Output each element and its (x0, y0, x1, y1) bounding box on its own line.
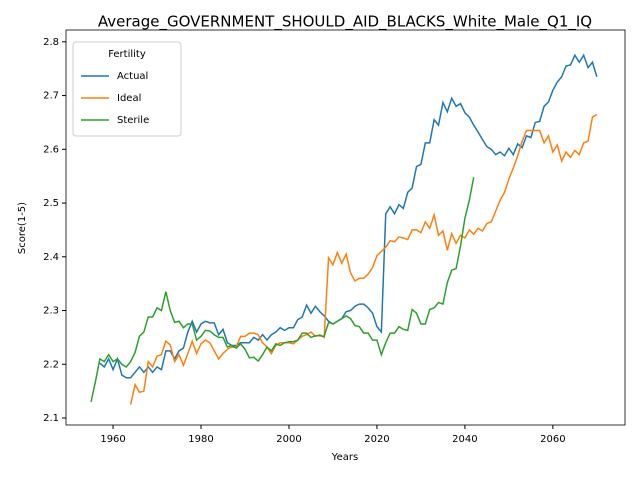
y-tick-label: 2.3 (43, 306, 59, 317)
y-tick-label: 2.5 (43, 198, 59, 209)
legend-title: Fertility (108, 49, 146, 60)
plot-frame (65, 29, 626, 426)
x-tick-label: 2020 (364, 434, 389, 445)
x-tick-label: 1960 (100, 434, 125, 445)
x-tick-label: 2040 (452, 434, 477, 445)
series-line (129, 113, 598, 405)
legend-label: Actual (117, 71, 148, 82)
legend-box (72, 41, 182, 137)
y-tick-label: 2.7 (43, 91, 59, 102)
y-tick-label: 2.6 (43, 144, 59, 155)
x-tick-label: 2060 (540, 434, 565, 445)
series-line (90, 177, 475, 403)
y-tick-label: 2.1 (43, 413, 59, 424)
y-tick-label: 2.4 (43, 252, 59, 263)
y-tick-label: 2.2 (43, 359, 59, 370)
chart-title: Average_GOVERNMENT_SHOULD_AID_BLACKS_Whi… (98, 13, 592, 32)
y-tick-label: 2.8 (43, 37, 59, 48)
y-axis-label: Score(1-5) (17, 202, 28, 254)
legend-label: Ideal (117, 93, 141, 104)
x-tick-label: 2000 (276, 434, 301, 445)
series-line (99, 53, 598, 379)
x-axis-label: Years (331, 452, 358, 463)
x-tick-label: 1980 (188, 434, 213, 445)
legend-label: Sterile (117, 115, 149, 126)
